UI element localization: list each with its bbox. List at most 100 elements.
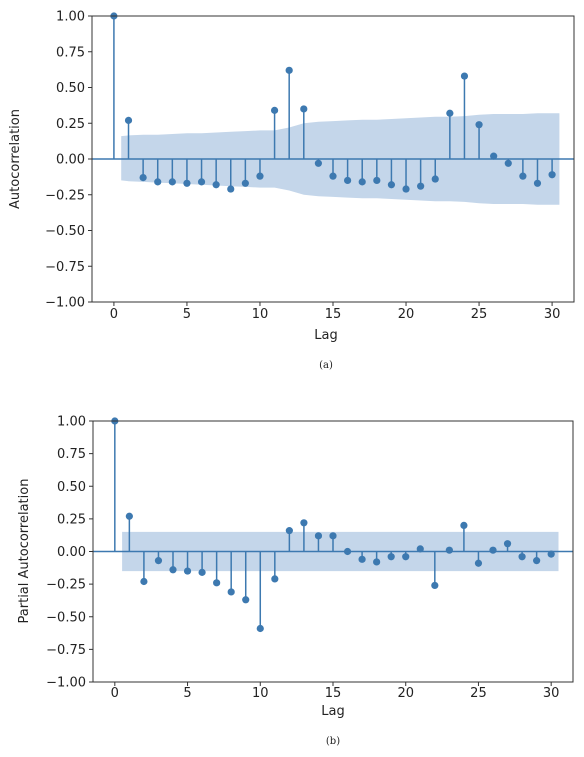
acf-marker-lag-4	[168, 178, 176, 186]
acf-marker-lag-8	[227, 185, 235, 193]
acf-x-axis: 0 5 10 15 20 25 30	[110, 302, 561, 322]
pacf-y-axis-label: Partial Autocorrelation	[17, 479, 32, 624]
pacf-marker-lag-27	[503, 540, 512, 548]
pacf-marker-lag-13	[300, 519, 308, 527]
acf-ytick-label: 1.00	[56, 10, 85, 25]
acf-marker-lag-16	[344, 176, 352, 185]
pacf-marker-lag-21	[416, 545, 424, 553]
acf-ytick-label: −1.00	[45, 296, 85, 311]
pacf-ytick-label: −0.75	[46, 643, 86, 658]
acf-xtick-label: 15	[325, 307, 342, 322]
pacf-marker-lag-29	[533, 557, 541, 565]
acf-ytick-label: 0.00	[56, 153, 85, 168]
acf-xtick-label: 25	[471, 307, 488, 322]
acf-marker-lag-30	[548, 171, 556, 179]
acf-xtick-label: 10	[252, 307, 269, 322]
pacf-chart: 0 5 10 15 20 25 30 1.00 0.75 0.50 0.25 0.00 −0.25 −0…	[17, 415, 574, 747]
pacf-marker-lag-26	[489, 546, 497, 554]
acf-marker-lag-24	[460, 72, 469, 80]
pacf-ytick-label: 0.75	[57, 447, 86, 462]
pacf-marker-lag-12	[285, 527, 293, 535]
pacf-y-axis: 1.00 0.75 0.50 0.25 0.00 −0.25 −0.50 −0.75 −1.00	[46, 415, 93, 691]
acf-x-axis-label: Lag	[314, 328, 337, 343]
pacf-ytick-label: −0.50	[46, 610, 86, 625]
acf-marker-lag-2	[139, 173, 147, 182]
pacf-marker-lag-15	[329, 532, 337, 540]
pacf-marker-lag-1	[125, 512, 133, 520]
pacf-ytick-label: 0.50	[57, 480, 86, 495]
acf-marker-lag-1	[124, 116, 133, 124]
pacf-marker-lag-9	[242, 596, 250, 604]
acf-marker-lag-23	[446, 109, 454, 117]
acf-marker-lag-22	[431, 175, 439, 183]
acf-chart: 0 5 10 15 20 25 30 1.00 0.75 0.50 0.25 0.00 −0.25 −0…	[8, 10, 575, 371]
acf-marker-lag-9	[241, 179, 249, 187]
acf-ytick-label: −0.75	[45, 260, 85, 275]
pacf-x-axis: 0 5 10 15 20 25 30	[111, 682, 560, 701]
pacf-xtick-label: 25	[470, 686, 487, 701]
pacf-marker-lag-6	[198, 568, 206, 576]
acf-marker-lag-3	[154, 178, 162, 186]
pacf-marker-lag-24	[460, 521, 468, 530]
acf-marker-lag-18	[373, 176, 381, 185]
acf-xtick-label: 20	[398, 307, 415, 322]
pacf-marker-lag-8	[227, 588, 235, 596]
pacf-marker-lag-7	[213, 579, 221, 587]
acf-marker-lag-27	[504, 159, 512, 167]
acf-marker-lag-7	[212, 181, 220, 189]
pacf-marker-lag-22	[431, 581, 439, 590]
pacf-xtick-label: 0	[111, 686, 119, 701]
pacf-marker-lag-30	[547, 550, 555, 558]
acf-stems	[110, 12, 556, 193]
acf-marker-lag-12	[285, 66, 293, 74]
acf-marker-lag-13	[300, 105, 308, 113]
pacf-marker-lag-10	[256, 624, 264, 633]
acf-marker-lag-20	[402, 185, 410, 193]
pacf-marker-lag-14	[314, 532, 323, 540]
pacf-x-axis-label: Lag	[321, 704, 344, 719]
acf-marker-lag-10	[256, 172, 264, 180]
pacf-marker-lag-11	[271, 575, 279, 583]
pacf-marker-lag-23	[445, 546, 453, 554]
acf-ytick-label: −0.50	[45, 224, 85, 239]
acf-ytick-label: 0.25	[56, 117, 85, 132]
pacf-stems	[111, 417, 555, 633]
pacf-marker-lag-17	[358, 555, 366, 563]
acf-marker-lag-5	[183, 179, 191, 187]
pacf-marker-lag-4	[169, 566, 177, 574]
acf-marker-lag-25	[475, 121, 483, 129]
pacf-marker-lag-16	[343, 547, 352, 556]
acf-ytick-label: 0.50	[56, 81, 85, 96]
pacf-ytick-label: 1.00	[57, 415, 86, 430]
pacf-caption: (b)	[326, 736, 340, 747]
pacf-xtick-label: 10	[252, 686, 269, 701]
pacf-xtick-label: 20	[397, 686, 414, 701]
pacf-xtick-label: 30	[543, 686, 560, 701]
acf-xtick-label: 30	[544, 307, 561, 322]
pacf-marker-lag-2	[140, 577, 148, 586]
pacf-marker-lag-18	[373, 558, 381, 566]
acf-marker-lag-19	[387, 181, 396, 189]
pacf-marker-lag-20	[402, 553, 410, 561]
acf-marker-lag-14	[314, 159, 322, 167]
acf-xtick-label: 0	[110, 307, 118, 322]
pacf-ytick-label: 0.25	[57, 512, 86, 527]
acf-marker-lag-6	[197, 178, 206, 186]
acf-caption: (a)	[319, 360, 333, 371]
acf-marker-lag-15	[329, 172, 337, 180]
acf-xtick-label: 5	[183, 307, 191, 322]
pacf-ytick-label: −1.00	[46, 676, 86, 691]
pacf-marker-lag-25	[474, 559, 483, 567]
pacf-marker-lag-3	[154, 557, 163, 565]
acf-marker-lag-26	[490, 152, 498, 160]
acf-marker-lag-21	[417, 182, 425, 190]
acf-marker-lag-29	[533, 179, 542, 187]
pacf-xtick-label: 15	[325, 686, 342, 701]
pacf-marker-lag-19	[387, 553, 395, 561]
pacf-marker-lag-28	[518, 553, 526, 561]
acf-y-axis: 1.00 0.75 0.50 0.25 0.00 −0.25 −0.50 −0.75 −1.00	[45, 10, 92, 311]
pacf-ytick-label: 0.00	[57, 545, 86, 560]
acf-y-axis-label: Autocorrelation	[8, 109, 23, 209]
acf-marker-lag-28	[519, 172, 527, 180]
